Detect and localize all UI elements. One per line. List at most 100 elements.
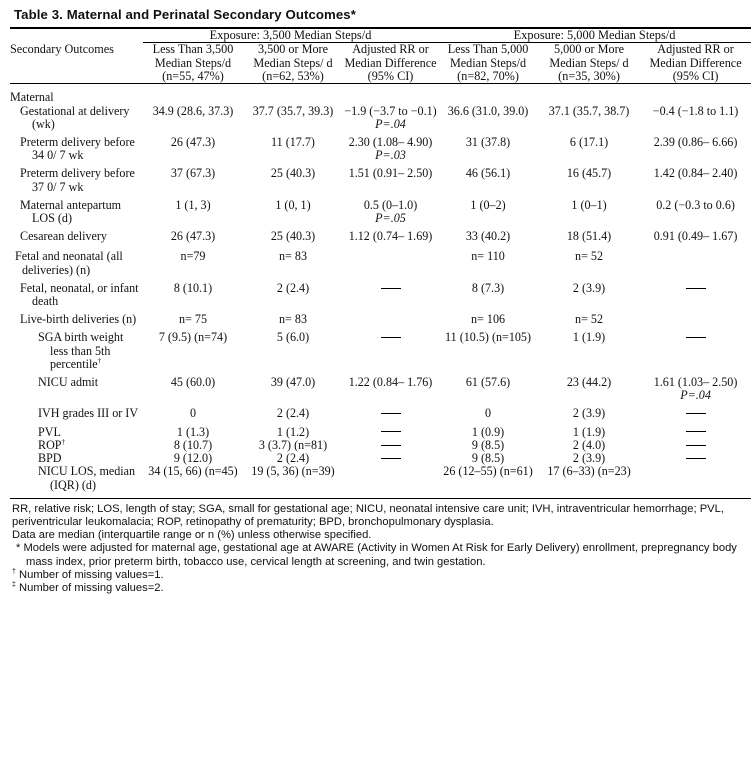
col-header-less-3500: Less Than 3,500 Median Steps/d (n=55, 47… xyxy=(152,42,234,84)
cell: 25 (40.3) xyxy=(270,229,316,244)
cell: 2 (3.9) xyxy=(572,451,606,466)
cell: 0 xyxy=(189,406,197,421)
col-header-more-5000: 5,000 or More Median Steps/ d (n=35, 30%… xyxy=(549,42,629,84)
table-row: PVL 1 (1.3) 1 (1.2) 1 (0.9) 1 (1.9) xyxy=(10,421,751,439)
cell: 1.61 (1.03– 2.50) P=.04 xyxy=(653,375,738,403)
table-row: ROP† 8 (10.7) 3 (3.7) (n=81) 9 (8.5) 2 (… xyxy=(10,437,751,452)
row-label: Preterm delivery before 34 0/ 7 wk xyxy=(20,135,135,163)
section-row-maternal: Maternal xyxy=(10,84,751,105)
cell: 1.42 (0.84– 2.40) xyxy=(653,166,738,181)
group-header-3500: Exposure: 3,500 Median Steps/d xyxy=(143,29,439,44)
cell: 0 xyxy=(485,406,492,421)
cell: 17 (6–33) (n=23) xyxy=(547,464,631,479)
cell xyxy=(640,243,751,276)
cell-dash xyxy=(640,421,751,439)
bottom-rule xyxy=(10,497,751,499)
cell: 61 (57.6) xyxy=(465,375,511,390)
table-row: SGA birth weight less than 5th percentil… xyxy=(10,326,751,371)
cell: 31 (37.8) xyxy=(465,135,511,150)
col-header-less-5000: Less Than 5,000 Median Steps/d (n=82, 70… xyxy=(447,42,529,84)
col-header-adj-5000: Adjusted RR or Median Difference (95% CI… xyxy=(649,42,742,84)
table-title: Table 3. Maternal and Perinatal Secondar… xyxy=(14,7,356,22)
cell: n= 83 xyxy=(279,249,307,264)
footnote-double-dagger: ‡ Number of missing values=2. xyxy=(12,581,164,594)
cell: 2.30 (1.08– 4.90) P=.03 xyxy=(348,135,433,163)
column-header-row: Secondary Outcomes Less Than 3,500 Media… xyxy=(10,41,752,84)
table-row: Cesarean delivery 26 (47.3) 25 (40.3) 1.… xyxy=(10,225,751,243)
row-label: PVL xyxy=(38,424,61,439)
cell: 37.1 (35.7, 38.7) xyxy=(548,103,630,118)
table-row: Maternal antepartum LOS (d) 1 (1, 3) 1 (… xyxy=(10,194,751,225)
group-header-5000: Exposure: 5,000 Median Steps/d xyxy=(438,29,752,44)
data-note: Data are median (interquartile range or … xyxy=(12,529,372,542)
cell: 2 (3.9) xyxy=(572,280,606,295)
cell: n=79 xyxy=(180,249,206,264)
cell: 2 (3.9) xyxy=(572,406,606,421)
cell: 7 (9.5) (n=74) xyxy=(158,330,228,345)
cell: 11 (10.5) (n=105) xyxy=(445,330,532,345)
table-row: NICU admit 45 (60.0) 39 (47.0) 1.22 (0.8… xyxy=(10,371,751,402)
group-header-row: Exposure: 3,500 Median Steps/d Exposure:… xyxy=(10,29,752,44)
cell-dash xyxy=(640,439,751,452)
cell: 1 (0, 1) xyxy=(275,197,311,212)
cell: 11 (17.7) xyxy=(271,135,315,150)
cell: 36.6 (31.0, 39.0) xyxy=(447,103,529,118)
cell: 23 (44.2) xyxy=(566,375,612,390)
cell: 9 (12.0) xyxy=(173,451,213,466)
table-row: Live-birth deliveries (n) n= 75 n= 83 n=… xyxy=(10,308,751,326)
cell-dash xyxy=(343,421,438,439)
table-row: Gestational at delivery (wk) 34.9 (28.6,… xyxy=(10,103,751,131)
table-row: NICU LOS, median (IQR) (d) 34 (15, 66) (… xyxy=(10,465,751,497)
row-label: ROP† xyxy=(38,437,66,452)
col-header-outcomes: Secondary Outcomes xyxy=(10,41,114,56)
row-label: Preterm delivery before 37 0/ 7 wk xyxy=(20,166,135,194)
row-label: SGA birth weight less than 5th percentil… xyxy=(38,330,124,371)
cell: n= 110 xyxy=(471,249,505,264)
cell: 46 (56.1) xyxy=(465,166,511,181)
cell xyxy=(343,243,438,276)
row-label: Cesarean delivery xyxy=(20,229,107,244)
cell: 0.2 (−0.3 to 0.6) xyxy=(656,197,735,212)
cell: 2 (2.4) xyxy=(276,280,310,295)
table-row: Fetal, neonatal, or infant death 8 (10.1… xyxy=(10,277,751,308)
cell: 26 (12–55) (n=61) xyxy=(443,464,533,479)
cell: 8 (10.7) xyxy=(173,437,213,452)
col-header-more-3500: 3,500 or More Median Steps/ d (n=62, 53%… xyxy=(253,42,333,84)
cell: 2.39 (0.86– 6.66) xyxy=(653,135,738,150)
top-rule xyxy=(10,27,751,29)
cell: 34 (15, 66) (n=45) xyxy=(148,464,238,479)
cell: 1 (1.9) xyxy=(572,424,606,439)
row-label: Live-birth deliveries (n) xyxy=(20,312,137,327)
cell: 34.9 (28.6, 37.3) xyxy=(152,103,234,118)
cell: 8 (10.1) xyxy=(173,280,213,295)
cell: n= 52 xyxy=(575,249,604,264)
cell-dash xyxy=(343,277,438,308)
table-row: BPD 9 (12.0) 2 (2.4) 9 (8.5) 2 (3.9) xyxy=(10,451,751,466)
abbreviations-note: RR, relative risk; LOS, length of stay; … xyxy=(12,502,724,528)
footnote-star: * Models were adjusted for maternal age,… xyxy=(16,542,737,568)
cell: 6 (17.1) xyxy=(569,135,609,150)
cell: 2 (4.0) xyxy=(572,437,606,452)
row-label: Maternal antepartum LOS (d) xyxy=(20,197,122,226)
cell: n= 75 xyxy=(179,312,207,327)
cell: 1.51 (0.91– 2.50) xyxy=(348,166,433,181)
cell-dash xyxy=(343,452,438,465)
cell-dash xyxy=(343,402,438,420)
cell: 1 (0–2) xyxy=(470,197,506,212)
cell: n= 52 xyxy=(575,312,604,327)
cell: 0.5 (0–1.0) P=.05 xyxy=(363,197,418,226)
cell xyxy=(343,465,438,497)
cell: 5 (6.0) xyxy=(276,330,310,345)
cell: 39 (47.0) xyxy=(270,375,316,390)
table-row: Preterm delivery before 37 0/ 7 wk 37 (6… xyxy=(10,162,751,194)
col-header-adj-3500: Adjusted RR or Median Difference (95% CI… xyxy=(344,42,437,84)
cell: 19 (5, 36) (n=39) xyxy=(251,464,335,479)
cell: 26 (47.3) xyxy=(170,135,216,150)
cell: n= 106 xyxy=(471,312,506,327)
cell: −0.4 (−1.8 to 1.1) xyxy=(652,103,739,118)
outcomes-table: Exposure: 3,500 Median Steps/d Exposure:… xyxy=(10,29,752,498)
cell: n= 83 xyxy=(279,312,307,327)
cell: 3 (3.7) (n=81) xyxy=(258,437,328,452)
cell-dash xyxy=(640,277,751,308)
row-label: Fetal, neonatal, or infant death xyxy=(20,280,139,309)
